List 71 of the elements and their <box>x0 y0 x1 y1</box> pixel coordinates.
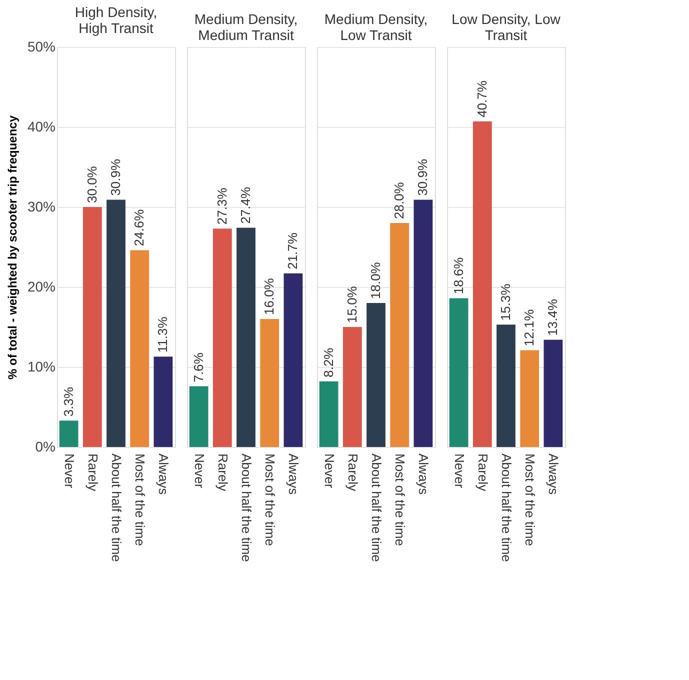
x-tick-label: Always <box>156 454 172 496</box>
x-tick-label: Never <box>62 454 77 489</box>
bar <box>520 350 540 447</box>
data-label: 30.9% <box>415 158 430 196</box>
bar <box>189 386 208 447</box>
data-label: 18.6% <box>450 256 466 294</box>
x-tick-label: Never <box>452 454 467 489</box>
bar <box>260 319 280 447</box>
x-tick-label: Most of the time <box>132 454 148 546</box>
x-tick-label: Rarely <box>475 454 490 492</box>
data-label: 18.0% <box>368 262 383 299</box>
x-tick-label: About half the time <box>109 454 124 562</box>
data-label: 30.0% <box>84 166 100 203</box>
x-tick-label: Never <box>322 454 337 489</box>
data-label: 15.0% <box>344 286 360 323</box>
data-label: 28.0% <box>392 182 407 219</box>
bar <box>496 324 516 447</box>
y-tick-label: 40% <box>27 118 56 134</box>
x-tick-label: Rarely <box>345 454 360 492</box>
x-tick-label: Always <box>286 454 302 496</box>
x-tick-label: Most of the time <box>522 454 538 546</box>
x-tick-label: About half the time <box>499 454 514 562</box>
x-tick-label: Never <box>192 454 207 489</box>
x-tick-label: Most of the time <box>262 454 278 546</box>
data-label: 40.7% <box>474 80 490 118</box>
chart-title: Medium Density, Low Transit <box>324 11 428 43</box>
y-tick-label: 30% <box>27 198 56 214</box>
data-label: 24.6% <box>132 208 147 246</box>
bar <box>366 303 386 447</box>
bar <box>319 381 338 447</box>
data-label: 13.4% <box>545 298 560 336</box>
data-label: 11.3% <box>155 316 170 353</box>
x-tick-label: About half the time <box>369 454 384 562</box>
chart-title: Medium Density, Medium Transit <box>194 11 298 43</box>
data-label: 27.3% <box>214 187 230 225</box>
bar <box>59 420 78 447</box>
x-tick-label: About half the time <box>239 454 254 562</box>
y-tick-label: 0% <box>35 438 56 454</box>
bar <box>472 121 492 447</box>
y-tick-label: 10% <box>27 358 56 374</box>
bar <box>212 228 232 447</box>
x-tick-label: Always <box>416 454 432 496</box>
data-label: 30.9% <box>108 158 123 196</box>
bar <box>82 207 102 447</box>
bar <box>390 223 410 447</box>
x-tick-label: Rarely <box>85 454 100 492</box>
chart-title: High Density, High Transit <box>74 4 158 36</box>
bar <box>544 340 563 447</box>
bar <box>154 356 173 447</box>
y-axis-title: % of total - weighted by scooter trip frequency <box>5 115 20 380</box>
bar <box>236 228 256 447</box>
bar <box>414 200 433 447</box>
data-label: 21.7% <box>285 232 300 270</box>
chart-title: Low Density, Low Transit <box>452 11 562 43</box>
bar <box>284 273 303 447</box>
bar <box>130 250 150 447</box>
data-label: 27.4% <box>238 186 253 224</box>
x-tick-label: Rarely <box>215 454 230 492</box>
data-label: 3.3% <box>60 386 76 417</box>
data-label: 8.2% <box>320 347 336 378</box>
bar <box>342 327 362 447</box>
x-tick-label: Most of the time <box>392 454 408 546</box>
data-label: 7.6% <box>190 352 206 382</box>
data-label: 12.1% <box>522 308 537 346</box>
data-label: 16.0% <box>262 278 277 315</box>
bar <box>106 200 126 447</box>
bar <box>449 298 468 447</box>
data-label: 15.3% <box>498 283 513 321</box>
y-tick-label: 20% <box>27 278 56 294</box>
y-tick-label: 50% <box>27 38 56 54</box>
x-tick-label: Always <box>546 454 562 496</box>
